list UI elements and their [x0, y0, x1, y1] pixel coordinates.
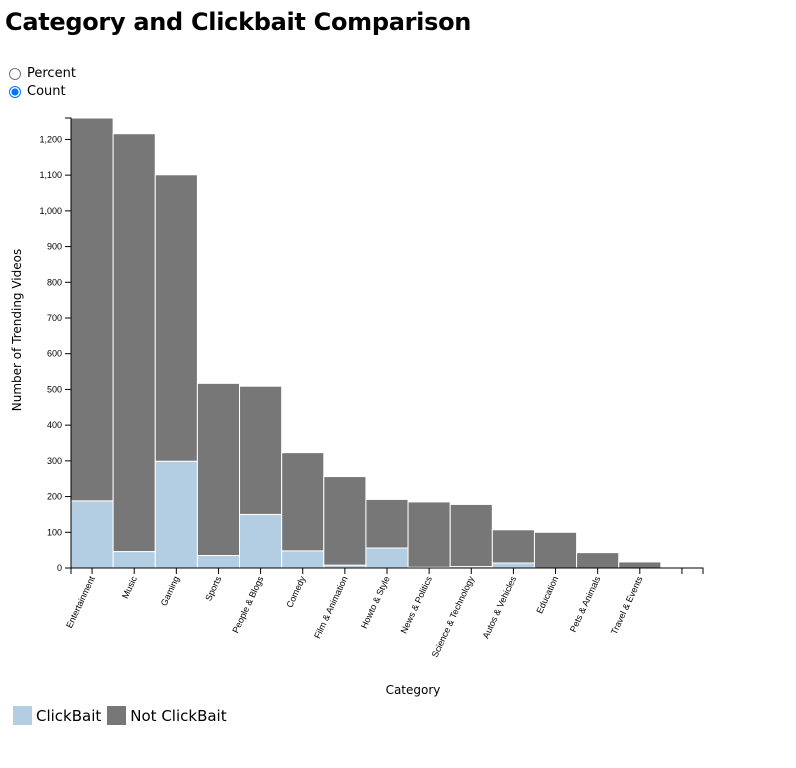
bar-not-clickbait — [112, 133, 156, 553]
y-tick-label: 600 — [47, 349, 62, 359]
legend: ClickBait Not ClickBait — [13, 706, 233, 725]
y-tick-label: 300 — [47, 456, 62, 466]
x-tick-label: People & Blogs — [230, 574, 265, 634]
clickbait-swatch — [13, 706, 32, 725]
x-tick-label: Entertainment — [64, 574, 97, 629]
bar-not-clickbait — [449, 503, 493, 568]
percent-option[interactable]: Percent — [7, 66, 76, 81]
y-axis-label: Number of Trending Videos — [10, 249, 24, 412]
y-tick-label: 900 — [47, 242, 62, 252]
y-tick-label: 0 — [57, 563, 62, 573]
clickbait-legend-label: ClickBait — [36, 706, 102, 725]
x-tick-label: Pets & Animals — [568, 574, 603, 634]
x-tick-label: Education — [534, 575, 560, 616]
x-tick-label: Sports — [203, 574, 223, 602]
not-clickbait-swatch — [107, 706, 127, 725]
percent-label: Percent — [27, 66, 76, 81]
x-tick-label: Howto & Style — [359, 575, 392, 630]
y-tick-label: 700 — [47, 313, 62, 323]
x-tick-label: Film & Animation — [312, 575, 350, 640]
bar-clickbait — [281, 550, 325, 569]
bar-not-clickbait — [196, 382, 241, 556]
bar-not-clickbait — [533, 531, 578, 569]
y-axis: 0 100 200 300 400 500 600 700 800 900 1,000 1,100 1,… — [39, 117, 72, 573]
stacked-bar-chart: 0 100 200 300 400 500 600 700 800 900 1,000 1,100 1,… — [10, 117, 704, 697]
x-tick-label: Gaming — [159, 575, 181, 608]
x-tick-label: Autos & Vehicles — [481, 574, 519, 640]
bar-not-clickbait — [407, 501, 451, 568]
x-axis: Entertainment Music Gaming Sports People & B… — [64, 567, 704, 659]
bar-clickbait — [112, 551, 156, 569]
bar-not-clickbait — [70, 117, 114, 502]
y-tick-label: 100 — [47, 527, 62, 537]
bar-clickbait — [196, 555, 241, 569]
bar-not-clickbait — [576, 552, 620, 569]
x-tick-label: Music — [120, 574, 139, 600]
x-axis-label: Category — [386, 683, 441, 697]
y-tick-label: 500 — [47, 384, 62, 394]
bar-clickbait — [365, 547, 409, 569]
x-tick-label: Travel & Events — [609, 574, 645, 636]
y-tick-label: 800 — [47, 277, 62, 287]
bar-not-clickbait — [365, 498, 409, 549]
count-label: Count — [27, 84, 66, 99]
count-option[interactable]: Count — [7, 84, 66, 99]
bar-clickbait — [239, 513, 283, 569]
bar-not-clickbait — [491, 529, 535, 564]
bar-clickbait — [491, 562, 535, 569]
percent-radio[interactable] — [9, 67, 21, 80]
bar-not-clickbait — [323, 476, 367, 566]
bar-not-clickbait — [618, 561, 662, 569]
bar-not-clickbait — [281, 452, 325, 552]
bars-group — [70, 117, 662, 569]
count-radio[interactable] — [9, 85, 21, 98]
y-tick-label: 1,000 — [39, 206, 62, 216]
y-axis-line — [65, 117, 72, 569]
x-tick-label: Science & Technology — [430, 574, 477, 659]
bar-not-clickbait — [239, 385, 283, 515]
x-tick-label: News & Politics — [399, 574, 434, 635]
y-tick-label: 1,100 — [39, 170, 62, 180]
y-tick-label: 200 — [47, 492, 62, 502]
y-tick-label: 400 — [47, 420, 62, 430]
bar-clickbait — [154, 460, 198, 569]
chart-title: Category and Clickbait Comparison — [5, 8, 472, 36]
bar-clickbait — [70, 500, 114, 569]
not-clickbait-legend-label: Not ClickBait — [130, 706, 227, 725]
x-tick-label: Comedy — [284, 574, 307, 609]
bar-not-clickbait — [154, 174, 198, 462]
y-tick-label: 1,200 — [39, 134, 62, 144]
